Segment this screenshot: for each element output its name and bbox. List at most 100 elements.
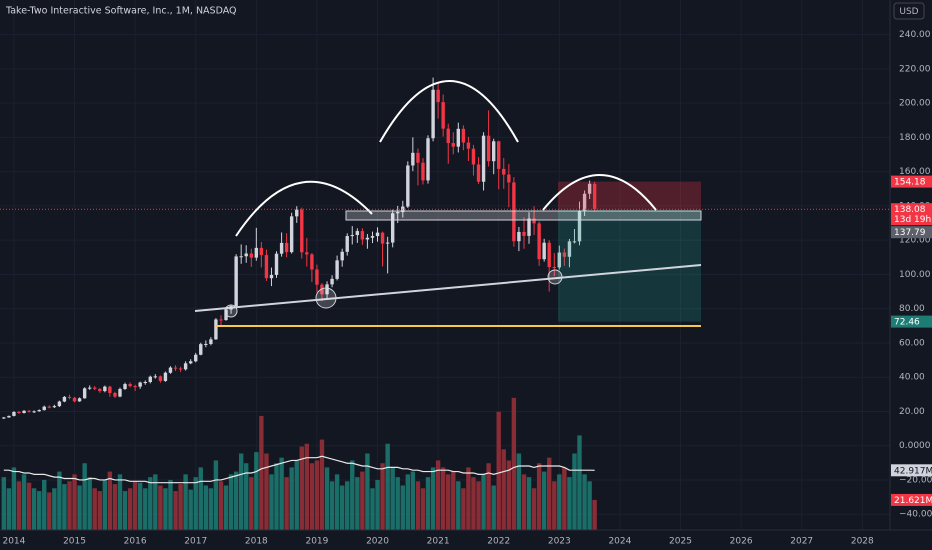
- candle-body: [345, 236, 349, 252]
- candle-body: [396, 212, 400, 214]
- volume-bar: [294, 460, 299, 530]
- candle-body: [325, 284, 329, 295]
- volume-bar: [26, 482, 32, 530]
- candle-body: [390, 213, 395, 243]
- x-tick-label: 2015: [63, 537, 86, 547]
- x-tick-label: 2017: [184, 537, 207, 547]
- volume-bar: [137, 482, 143, 530]
- price-label: 21.621M: [894, 496, 932, 506]
- volume-bar: [314, 460, 320, 530]
- price-label-bg: [891, 315, 932, 328]
- volume-bar: [471, 477, 476, 530]
- volume-pane: [1, 397, 597, 530]
- candle-body: [194, 354, 198, 362]
- user-drawings: [194, 80, 702, 327]
- candle-body: [527, 218, 531, 236]
- volume-bar: [213, 460, 219, 530]
- candle-body: [476, 164, 481, 182]
- candle-body: [320, 284, 324, 295]
- volume-bar: [42, 479, 47, 530]
- volume-bar: [451, 471, 456, 530]
- volume-bar: [57, 471, 62, 530]
- price-axis-pane: [890, 0, 932, 550]
- candle-body: [199, 344, 203, 355]
- price-label-bg: [891, 464, 932, 477]
- volume-bar: [415, 481, 421, 530]
- currency[interactable]: USD: [899, 7, 918, 17]
- candle-body: [567, 241, 572, 257]
- volume-bar: [11, 467, 17, 530]
- candle-body: [274, 253, 279, 275]
- volume-bar: [562, 467, 567, 530]
- volume-bar: [446, 474, 451, 530]
- volume-bar: [62, 484, 67, 530]
- candle-body: [138, 382, 142, 387]
- candle-body: [370, 236, 375, 238]
- volume-bar: [31, 488, 37, 530]
- volume-bar: [486, 463, 491, 530]
- candle-body: [421, 162, 425, 181]
- candle-body: [284, 242, 289, 253]
- candle-body: [431, 89, 435, 139]
- candle-body: [173, 367, 178, 369]
- y-tick-label: 100.00: [899, 270, 931, 280]
- volume-bar: [324, 467, 330, 530]
- drawings: [0, 181, 890, 322]
- volume-bar: [254, 452, 259, 530]
- candle-body: [461, 128, 466, 143]
- volume-bar: [557, 474, 562, 530]
- volume-bar: [198, 467, 203, 530]
- x-tick-label: 2022: [487, 537, 510, 547]
- volume-bar: [163, 488, 168, 530]
- volume-bar: [456, 481, 461, 530]
- volume-bar: [37, 491, 42, 530]
- volume-bar: [567, 477, 572, 530]
- volume-bar: [193, 477, 198, 530]
- x-tick-label: 2016: [124, 537, 147, 547]
- volume-bar: [582, 474, 587, 530]
- volume-bar: [208, 488, 214, 530]
- candle-body: [592, 183, 597, 210]
- volume-bar: [466, 467, 471, 530]
- volume-bar: [587, 481, 592, 530]
- volume-bar: [173, 491, 178, 530]
- volume-bar: [425, 477, 431, 530]
- candle-body: [289, 216, 294, 253]
- x-tick-label: 2026: [730, 537, 753, 547]
- volume-bar: [461, 488, 466, 530]
- price-label: 137.79: [894, 228, 926, 238]
- volume-bar: [203, 485, 209, 530]
- volume-bar: [92, 488, 97, 530]
- candle-body: [219, 319, 223, 321]
- candle-body: [557, 252, 562, 268]
- candle-body: [446, 128, 450, 144]
- y-tick-label: 0.0000: [899, 441, 931, 451]
- candle-body: [269, 274, 274, 279]
- currency-button[interactable]: [893, 2, 925, 20]
- candle-body: [264, 255, 269, 279]
- y-tick-label: 60.00: [899, 338, 925, 348]
- candle-body: [27, 410, 31, 412]
- candle-body: [486, 135, 491, 162]
- x-tick-label: 2025: [669, 537, 692, 547]
- volume-bar: [577, 435, 582, 530]
- volume-bar: [546, 457, 552, 530]
- volume-bar: [350, 460, 355, 530]
- volume-bar: [355, 477, 360, 530]
- candle-body: [72, 397, 77, 402]
- candle-body: [416, 152, 420, 163]
- price-label: 72.46: [894, 318, 920, 328]
- volume-bar: [77, 485, 82, 530]
- candle-body: [426, 138, 430, 181]
- x-tick-label: 2020: [366, 537, 389, 547]
- volume-bar: [410, 471, 416, 530]
- volume-bar: [259, 415, 264, 530]
- volume-bar: [72, 474, 77, 530]
- volume-bar: [516, 453, 522, 530]
- risk-zone: [558, 181, 701, 210]
- x-tick-label: 2021: [427, 537, 450, 547]
- volume-bar: [122, 491, 128, 530]
- candle-body: [587, 183, 592, 194]
- candle-body: [249, 253, 253, 258]
- candle-body: [491, 141, 496, 162]
